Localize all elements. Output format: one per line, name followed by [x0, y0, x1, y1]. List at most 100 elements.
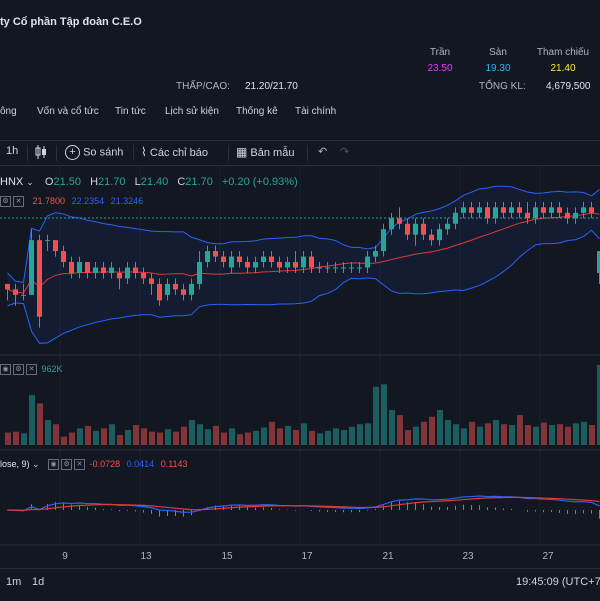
settings-icon[interactable]: ⚙ [13, 364, 24, 375]
macd-histogram-bar [247, 507, 248, 510]
volume-bar [349, 427, 355, 445]
candle-body [141, 273, 146, 278]
candle-body [509, 207, 514, 212]
volume-bar [453, 424, 459, 445]
candle-body [197, 262, 202, 284]
candle-body [429, 235, 434, 240]
chevron-down-icon[interactable]: ⌄ [26, 177, 34, 187]
candle-body [373, 251, 378, 256]
candle-body [277, 262, 282, 267]
volume-bar [37, 403, 43, 445]
close-icon[interactable]: ✕ [74, 459, 85, 470]
candle-body [549, 207, 554, 212]
chevron-down-icon[interactable]: ⌄ [32, 459, 40, 469]
candle-body [69, 262, 74, 273]
templates-label: Bản mẫu [250, 147, 294, 159]
volume-bar [157, 433, 163, 445]
macd-histogram-bar [463, 505, 464, 510]
candle-body [525, 213, 530, 218]
macd-histogram-bar [239, 506, 240, 510]
candle-body [37, 240, 42, 317]
tab-news[interactable]: Tin tức [115, 106, 146, 117]
candle-body [301, 257, 306, 268]
volume-bar [189, 420, 195, 445]
macd-histogram-bar [327, 510, 328, 512]
volume-bar [237, 434, 243, 445]
close-icon[interactable]: ✕ [26, 364, 37, 375]
tab-overview[interactable]: ông [0, 106, 17, 117]
macd-histogram-bar [87, 507, 88, 510]
volume-bar [413, 427, 419, 445]
volume-bar [53, 424, 59, 445]
macd-histogram-bar [447, 507, 448, 510]
volume-bar [389, 410, 395, 445]
macd-name[interactable]: lose, 9) [0, 459, 30, 469]
volume-bar [341, 430, 347, 445]
volume-bar [541, 423, 547, 445]
signal-value: 0.0414 [127, 459, 155, 469]
volume-bar [29, 395, 35, 445]
macd-histogram-bar [431, 507, 432, 510]
macd-histogram-bar [95, 508, 96, 510]
candle-body [253, 262, 258, 267]
interval-button[interactable]: 1h [6, 145, 18, 157]
range-1m-button[interactable]: 1m [6, 576, 21, 588]
macd-histogram-bar [343, 510, 344, 512]
close-icon[interactable]: ✕ [13, 196, 24, 207]
volume-label: TỔNG KL: [479, 81, 526, 92]
eye-icon[interactable]: ◉ [0, 364, 11, 375]
redo-icon: ↷ [340, 145, 349, 158]
undo-icon[interactable]: ↶ [318, 145, 327, 158]
templates-icon: ▦ [236, 145, 247, 159]
tab-capital-dividends[interactable]: Vốn và cổ tức [37, 106, 99, 117]
tab-event-history[interactable]: Lịch sử kiện [165, 106, 219, 117]
volume-bar [397, 415, 403, 445]
macd-histogram-bar [535, 510, 536, 512]
x-axis-label: 13 [140, 551, 152, 562]
candle-style-icon[interactable] [34, 144, 48, 163]
macd-line [8, 496, 600, 512]
floor-price: 19.30 [463, 63, 533, 74]
range-1d-button[interactable]: 1d [32, 576, 44, 588]
macd-histogram-bar [271, 508, 272, 510]
macd-histogram-bar [551, 510, 552, 512]
settings-icon[interactable]: ⚙ [0, 196, 11, 207]
close-value: 21.70 [185, 176, 213, 188]
volume-bar [317, 433, 323, 445]
candle-body [109, 268, 114, 273]
volume-bar [501, 424, 507, 445]
indicators-button[interactable]: ⌇ Các chỉ báo [141, 145, 208, 159]
candle-body [261, 257, 266, 262]
volume-bar [213, 426, 219, 445]
templates-button[interactable]: ▦ Bản mẫu [236, 145, 294, 159]
indicators-icon: ⌇ [141, 145, 147, 159]
change-value: +0.20 (+0.93%) [222, 176, 298, 188]
volume-bar [45, 420, 51, 445]
tab-financials[interactable]: Tài chính [295, 106, 336, 117]
settings-icon[interactable]: ⚙ [61, 459, 72, 470]
candle-body [13, 289, 18, 294]
candle-body [45, 240, 50, 241]
exchange-label[interactable]: HNX [0, 176, 23, 188]
volume-bar [437, 410, 443, 445]
ohlc-legend: HNX ⌄ O21.50 H21.70 L21.40 C21.70 +0.20 … [0, 176, 298, 188]
volume-bar [141, 428, 147, 445]
candle-body [133, 268, 138, 273]
macd-histogram-bar [415, 502, 416, 510]
macd-histogram-bar [503, 509, 504, 510]
volume-bar [93, 431, 99, 445]
macd-histogram-bar [127, 510, 128, 511]
eye-icon[interactable]: ◉ [48, 459, 59, 470]
compare-button[interactable]: + So sánh [65, 145, 123, 160]
tab-statistics[interactable]: Thống kê [236, 106, 278, 117]
candle-body [77, 262, 82, 273]
clock-label: 19:45:09 (UTC+7 [516, 576, 600, 588]
x-axis-label: 15 [221, 551, 233, 562]
volume-bar [573, 423, 579, 445]
candle-body [125, 268, 130, 279]
volume-bar [365, 423, 371, 445]
macd-histogram-bar [511, 509, 512, 510]
x-axis-label: 21 [382, 551, 394, 562]
candle-body [517, 207, 522, 212]
